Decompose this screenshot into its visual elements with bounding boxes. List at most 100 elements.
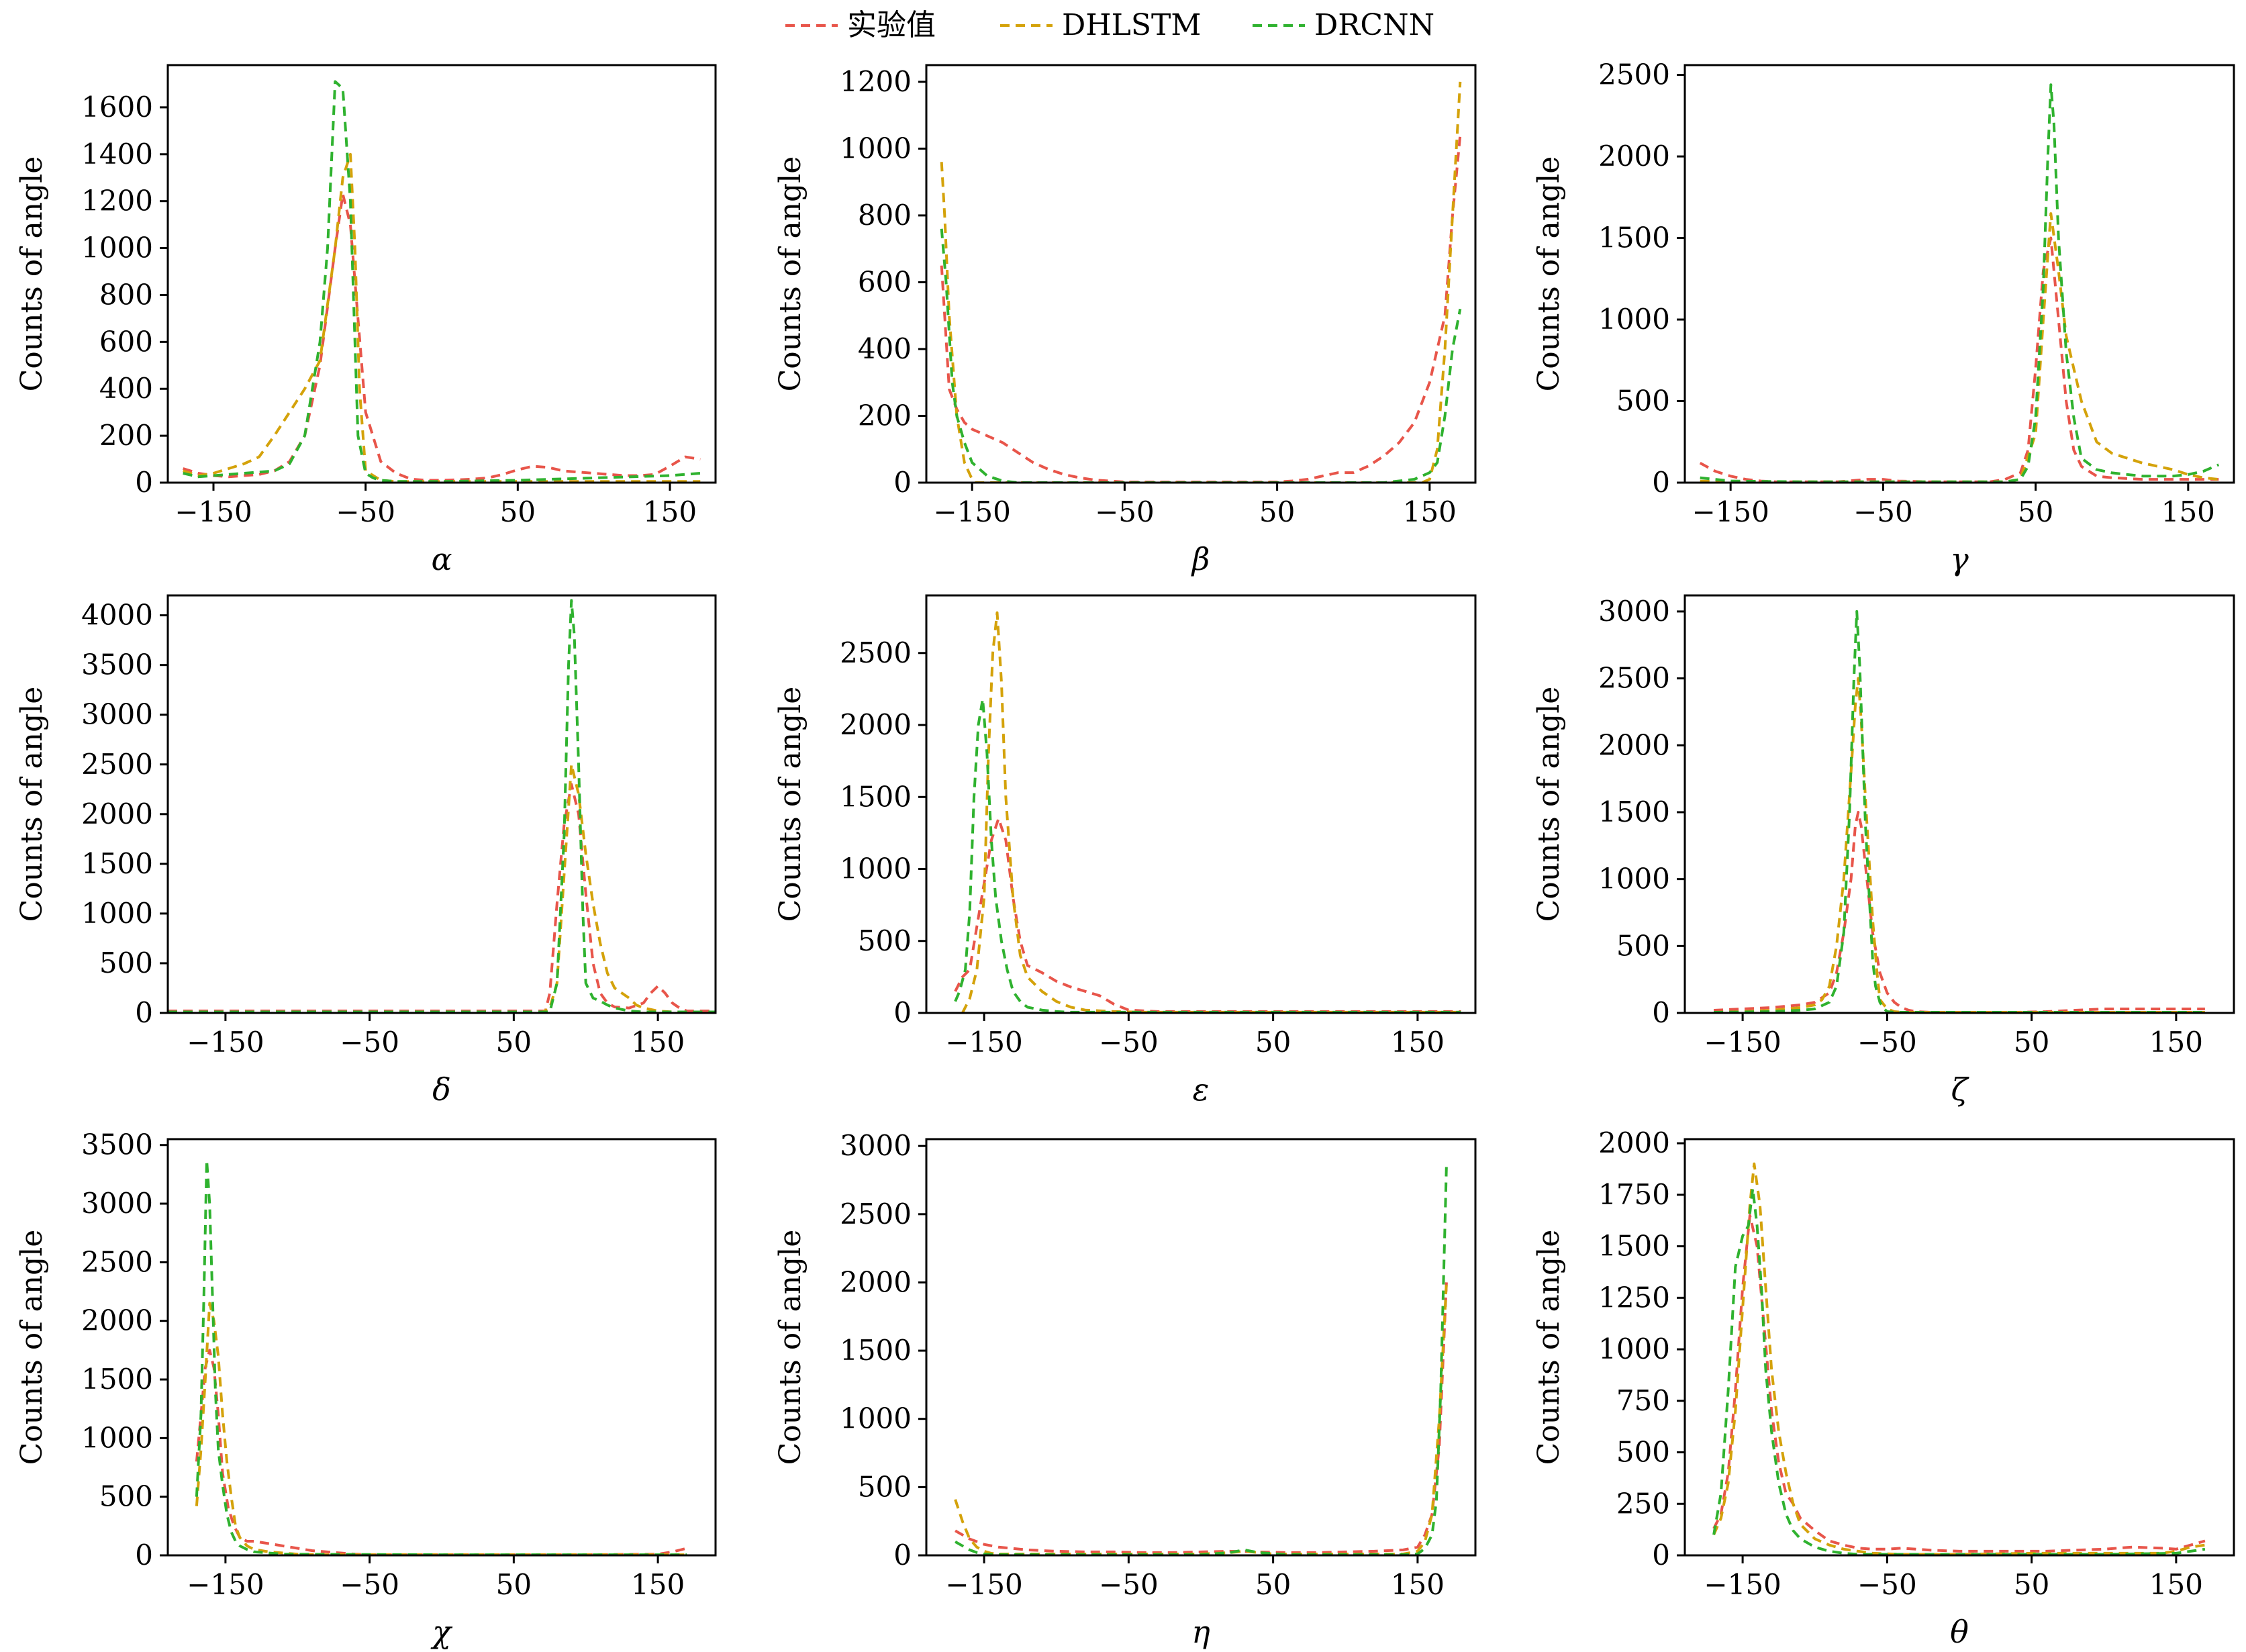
x-tick-label: 150 (631, 1568, 685, 1601)
y-tick-label: 2000 (1598, 1126, 1670, 1159)
y-tick-label: 0 (135, 1539, 153, 1571)
y-tick-label: 1250 (1598, 1281, 1670, 1314)
axes-frame (925, 1138, 1477, 1557)
y-tick-label: 3500 (81, 648, 153, 681)
series-line-alpha-dhlstm (183, 152, 701, 483)
x-tick-label: −50 (1857, 1568, 1917, 1601)
x-tick-label: 150 (2161, 495, 2215, 528)
x-tick-label: 50 (2014, 1568, 2049, 1601)
series-group (954, 611, 1461, 1013)
x-axis-label: β (1191, 541, 1210, 577)
x-tick-label: −150 (945, 1568, 1022, 1601)
y-tick-label: 0 (1652, 466, 1670, 499)
y-tick-label: 800 (99, 278, 153, 311)
x-tick-label: 50 (1255, 1568, 1291, 1601)
x-tick-label: 50 (496, 1568, 532, 1601)
y-tick-label: 0 (893, 466, 912, 499)
x-axis-label: α (431, 541, 452, 577)
series-line-theta-dhlstm (1712, 1162, 2206, 1555)
y-tick-label: 500 (1616, 1436, 1670, 1469)
y-tick-label: 0 (893, 1539, 912, 1571)
y-tick-label: 1750 (1598, 1178, 1670, 1211)
y-axis-label: Counts of angle (1532, 687, 1566, 922)
series-line-epsilon-dhlstm (961, 611, 1461, 1013)
x-tick-label: 150 (1391, 1026, 1445, 1059)
y-tick-label: 400 (99, 372, 153, 405)
x-axis-label: ε (1193, 1071, 1210, 1108)
series-line-delta-dhlstm (168, 763, 716, 1013)
axes-frame (1683, 594, 2235, 1014)
y-tick-label: 3000 (1598, 595, 1670, 628)
x-tick-label: 150 (2149, 1568, 2203, 1601)
legend-label-drcnn: DRCNN (1314, 8, 1434, 42)
series-line-theta-drcnn (1712, 1187, 2206, 1555)
axes-frame (925, 594, 1477, 1014)
series-group (1712, 1162, 2206, 1555)
y-tick-label: 0 (1652, 1539, 1670, 1571)
x-tick-label: −150 (187, 1568, 264, 1601)
series-line-gamma-dhlstm (1700, 212, 2219, 483)
y-tick-label: 1000 (1598, 303, 1670, 336)
y-tick-label: 3500 (81, 1128, 153, 1161)
y-tick-label: 1500 (81, 847, 153, 880)
y-tick-label: 2000 (81, 797, 153, 830)
y-tick-label: 2000 (840, 1265, 912, 1298)
y-axis-label: Counts of angle (15, 687, 49, 922)
y-tick-label: 1400 (81, 138, 153, 171)
series-line-eta-experimental (955, 1282, 1448, 1554)
y-tick-label: 1200 (840, 65, 912, 98)
y-tick-label: 2500 (81, 1245, 153, 1278)
series-group (940, 81, 1462, 483)
series-line-zeta-experimental (1714, 811, 2205, 1013)
y-tick-label: 400 (858, 332, 912, 365)
x-axis-label: δ (432, 1071, 451, 1108)
series-line-zeta-drcnn (1714, 610, 2205, 1013)
x-tick-label: 50 (500, 495, 536, 528)
series-group (168, 599, 716, 1013)
x-tick-label: −150 (1692, 495, 1769, 528)
series-line-theta-experimental (1712, 1214, 2206, 1553)
x-tick-label: 150 (643, 495, 697, 528)
series-line-eta-dhlstm (954, 1282, 1448, 1555)
x-tick-label: 50 (1259, 495, 1295, 528)
series-group (195, 1159, 687, 1555)
x-tick-label: −150 (945, 1026, 1022, 1059)
x-axis-label: θ (1950, 1614, 1969, 1650)
y-tick-label: 600 (858, 265, 912, 298)
y-axis-label: Counts of angle (15, 1230, 49, 1465)
series-line-zeta-dhlstm (1714, 677, 2205, 1013)
y-tick-label: 2500 (840, 1198, 912, 1230)
x-tick-label: 50 (2014, 1026, 2049, 1059)
y-tick-label: 800 (858, 199, 912, 232)
x-tick-label: −50 (340, 1026, 399, 1059)
y-tick-label: 1000 (1598, 1332, 1670, 1365)
y-tick-label: 1500 (1598, 222, 1670, 254)
series-line-beta-dhlstm (940, 81, 1462, 483)
x-tick-label: −150 (175, 495, 252, 528)
y-tick-label: 2500 (1598, 58, 1670, 91)
y-tick-label: 0 (1652, 996, 1670, 1029)
y-axis-label: Counts of angle (1532, 1230, 1566, 1465)
y-axis-label: Counts of angle (773, 1230, 808, 1465)
y-tick-label: 1000 (81, 232, 153, 264)
y-tick-label: 1000 (81, 897, 153, 930)
y-tick-label: 200 (99, 419, 153, 452)
y-tick-label: 2000 (840, 708, 912, 741)
y-tick-label: 1000 (1598, 863, 1670, 895)
x-tick-label: −50 (1095, 495, 1155, 528)
series-line-eta-drcnn (955, 1165, 1448, 1555)
y-tick-label: 1500 (1598, 1230, 1670, 1263)
y-tick-label: 1000 (81, 1421, 153, 1454)
series-line-alpha-drcnn (183, 80, 701, 483)
y-tick-label: 500 (858, 924, 912, 957)
y-tick-label: 1000 (840, 1402, 912, 1435)
x-tick-label: −150 (933, 495, 1010, 528)
legend-label-dhlstm: DHLSTM (1062, 8, 1201, 42)
axes-frame (925, 64, 1477, 484)
series-group (183, 80, 701, 483)
series-line-chi-experimental (195, 1349, 687, 1555)
x-tick-label: −150 (187, 1026, 264, 1059)
series-group (1699, 83, 2220, 483)
series-line-alpha-experimental (183, 193, 701, 482)
x-tick-label: 150 (2149, 1026, 2203, 1059)
